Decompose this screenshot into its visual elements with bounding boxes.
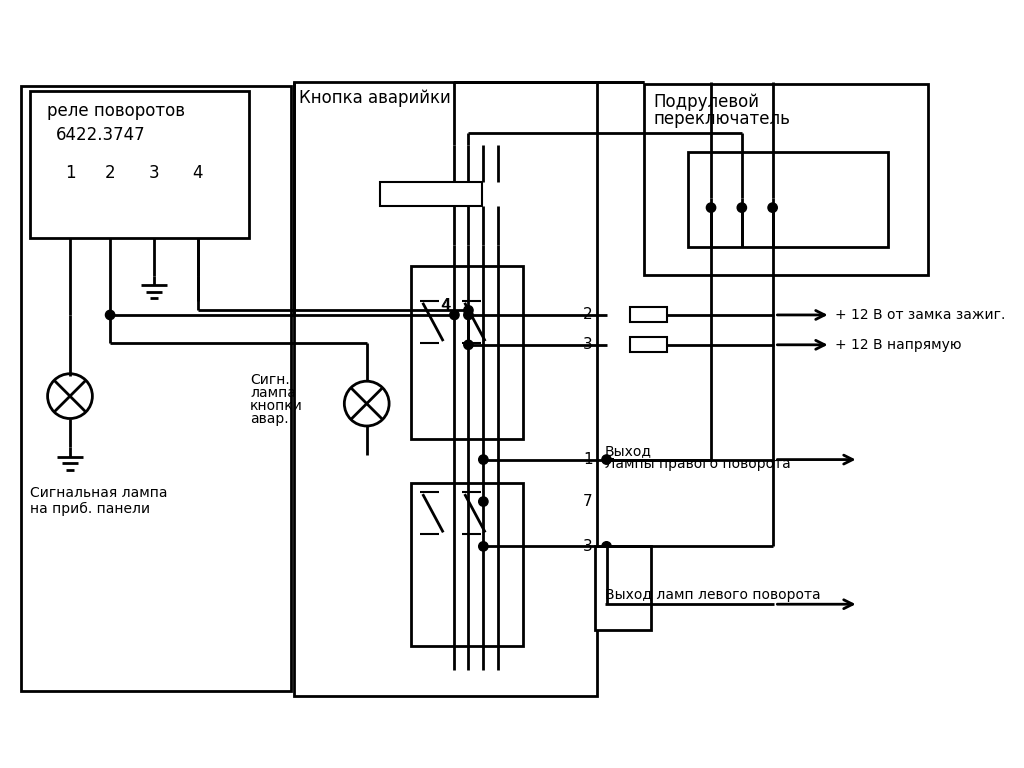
Circle shape [344, 381, 389, 426]
Text: кнопки: кнопки [250, 399, 303, 413]
Bar [30, 91, 249, 238]
Circle shape [602, 541, 611, 551]
Text: Лампы правого поворота: Лампы правого поворота [604, 457, 791, 471]
Circle shape [47, 374, 92, 419]
Text: 4: 4 [441, 298, 451, 313]
Circle shape [478, 455, 488, 464]
Bar [630, 307, 668, 323]
Text: авар.: авар. [250, 412, 289, 426]
Circle shape [478, 497, 488, 506]
Text: 1: 1 [583, 452, 593, 467]
Text: Выход: Выход [604, 444, 651, 458]
Text: + 12 В напрямую: + 12 В напрямую [836, 338, 962, 352]
Text: Подрулевой: Подрулевой [653, 93, 759, 111]
Bar [20, 86, 291, 691]
Circle shape [737, 203, 746, 212]
Bar [294, 81, 597, 696]
Bar [380, 183, 482, 206]
Bar [411, 483, 522, 646]
Circle shape [602, 455, 611, 464]
Circle shape [450, 310, 459, 319]
Circle shape [478, 541, 488, 551]
Text: Кнопка аварийки: Кнопка аварийки [299, 89, 451, 107]
Text: 3: 3 [583, 337, 593, 353]
Text: 6422.3747: 6422.3747 [56, 125, 145, 144]
Bar [595, 546, 651, 631]
Circle shape [464, 310, 473, 319]
Text: переключатель: переключатель [653, 110, 791, 127]
Text: 4: 4 [440, 298, 451, 313]
Text: 1: 1 [65, 164, 76, 182]
Text: 2: 2 [104, 164, 116, 182]
Circle shape [464, 306, 473, 315]
Bar [411, 266, 522, 439]
Circle shape [105, 310, 115, 319]
Bar [688, 151, 889, 247]
Text: Выход ламп левого поворота: Выход ламп левого поворота [604, 588, 820, 602]
Text: + 12 В от замка зажиг.: + 12 В от замка зажиг. [836, 308, 1006, 322]
Text: Сигн.: Сигн. [250, 372, 290, 387]
Text: 2: 2 [583, 307, 593, 323]
Text: 7: 7 [583, 494, 593, 509]
Circle shape [464, 340, 473, 349]
Text: Сигнальная лампа
на приб. панели: Сигнальная лампа на приб. панели [30, 485, 167, 516]
Text: 4: 4 [193, 164, 203, 182]
Bar [644, 84, 929, 275]
Text: 3: 3 [583, 539, 593, 554]
Text: лампа: лампа [250, 386, 296, 400]
Text: реле поворотов: реле поворотов [47, 102, 184, 121]
Bar [630, 337, 668, 353]
Text: 3: 3 [148, 164, 160, 182]
Circle shape [707, 203, 716, 212]
Circle shape [768, 203, 777, 212]
